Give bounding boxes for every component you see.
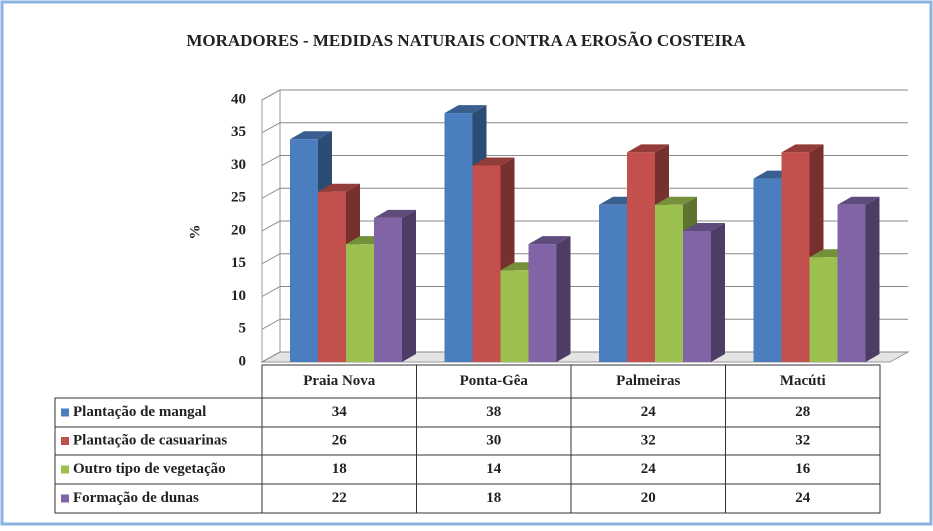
bar — [528, 244, 557, 362]
bar — [346, 244, 374, 362]
bar-top — [318, 183, 360, 192]
bar — [444, 113, 473, 362]
table-value: 18 — [486, 490, 501, 506]
legend-label: Formação de dunas — [73, 490, 199, 506]
table-value: 30 — [486, 432, 501, 448]
table-value: 24 — [641, 461, 657, 477]
legend-swatch — [61, 408, 69, 417]
table-value: 22 — [332, 490, 347, 506]
y-tick-label: 20 — [231, 222, 246, 238]
x-tick-label: Macúti — [780, 373, 826, 389]
table-value: 38 — [486, 404, 501, 420]
grid-line — [261, 155, 908, 166]
bar-top — [472, 157, 515, 166]
bar — [472, 165, 501, 362]
grid-line — [261, 220, 908, 232]
grid-line — [261, 122, 908, 134]
table-value: 34 — [332, 404, 348, 420]
bar-side — [402, 209, 416, 362]
x-tick-label: Palmeiras — [616, 373, 680, 389]
y-tick-label: 5 — [239, 321, 247, 337]
bar — [500, 270, 529, 362]
table-value: 24 — [641, 404, 657, 420]
legend-label: Outro tipo de vegetação — [73, 461, 226, 477]
bar — [753, 178, 782, 362]
y-tick-label: 10 — [231, 288, 246, 304]
x-tick-label: Praia Nova — [303, 373, 376, 389]
y-axis-label: % — [187, 225, 203, 240]
bar-side — [556, 236, 571, 362]
table-value: 20 — [641, 490, 656, 506]
bar-top — [444, 105, 487, 114]
table-value: 32 — [641, 432, 656, 448]
table-value: 26 — [332, 432, 348, 448]
table-value: 28 — [795, 404, 810, 420]
bar — [627, 152, 655, 362]
y-tick-label: 0 — [239, 353, 247, 369]
y-tick-label: 40 — [231, 91, 246, 107]
table-value: 16 — [795, 461, 811, 477]
bar — [837, 204, 866, 362]
y-tick-label: 25 — [231, 190, 246, 206]
bar-side — [711, 223, 725, 362]
bar — [599, 204, 627, 362]
table-value: 24 — [795, 490, 811, 506]
bar — [683, 231, 711, 362]
bar — [655, 204, 683, 362]
x-tick-label: Ponta-Gêa — [460, 373, 529, 389]
grid-line — [261, 89, 908, 101]
y-tick-label: 35 — [231, 124, 246, 140]
bar-top — [837, 196, 880, 205]
table-value: 14 — [486, 461, 502, 477]
bar-top — [683, 223, 725, 231]
bar-top — [290, 131, 332, 140]
table-value: 32 — [795, 432, 810, 448]
bar — [781, 152, 810, 362]
legend-label: Plantação de mangal — [73, 404, 206, 420]
table-value: 18 — [332, 461, 347, 477]
chart-title: MORADORES - MEDIDAS NATURAIS CONTRA A ER… — [186, 31, 746, 50]
bar — [374, 217, 402, 362]
bar — [290, 139, 318, 362]
bar-top — [781, 144, 824, 153]
legend-swatch — [61, 465, 69, 474]
bar-top — [655, 196, 697, 205]
y-tick-label: 30 — [231, 157, 246, 173]
bar — [318, 191, 346, 362]
bar-top — [627, 144, 669, 153]
legend-swatch — [61, 494, 69, 503]
y-tick-label: 15 — [231, 255, 246, 271]
bar — [809, 257, 838, 362]
grid-line — [261, 187, 908, 199]
bar-side — [865, 196, 880, 362]
bar-top — [374, 209, 416, 218]
legend-swatch — [61, 437, 69, 445]
legend-label: Plantação de casuarinas — [73, 432, 227, 448]
bar-top — [528, 236, 571, 245]
